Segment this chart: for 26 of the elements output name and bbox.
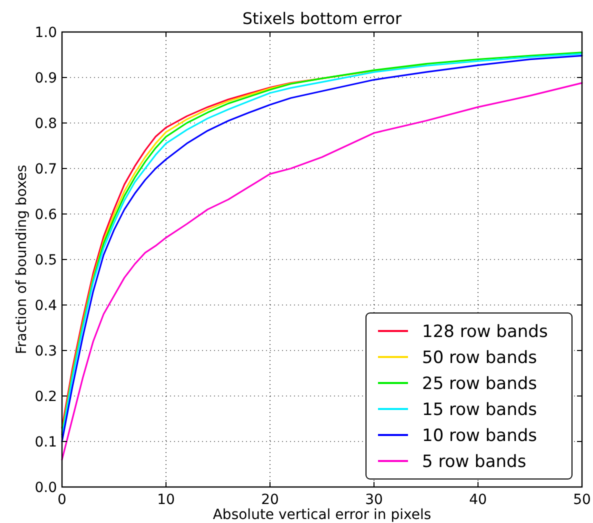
x-tick-label: 30 [365, 492, 383, 508]
legend-label: 10 row bands [422, 426, 538, 446]
y-tick-label: 0.3 [34, 343, 57, 360]
y-tick-label: 0.5 [34, 252, 57, 268]
y-tick-label: 1.0 [34, 24, 57, 41]
legend-label: 5 row bands [422, 452, 526, 472]
x-tick-label: 50 [573, 492, 591, 508]
x-axis-title: Absolute vertical error in pixels [212, 507, 432, 523]
x-tick-label: 20 [261, 492, 279, 508]
x-tick-label: 40 [469, 492, 487, 508]
x-tick-label: 10 [157, 492, 175, 508]
legend-label: 128 row bands [422, 322, 548, 342]
y-tick-label: 0.0 [34, 480, 57, 496]
y-tick-label: 0.1 [34, 434, 57, 450]
y-axis-title: Fraction of bounding boxes [14, 164, 30, 354]
chart-title: Stixels bottom error [242, 9, 402, 28]
legend-label: 15 row bands [422, 400, 538, 420]
y-tick-label: 0.4 [34, 298, 58, 314]
y-tick-label: 0.2 [34, 388, 57, 405]
y-tick-label: 0.6 [34, 206, 58, 223]
legend-label: 25 row bands [422, 374, 538, 394]
legend-label: 50 row bands [422, 348, 538, 368]
y-tick-label: 0.9 [34, 70, 57, 86]
x-tick-label: 0 [58, 492, 66, 508]
y-tick-label: 0.7 [34, 161, 57, 178]
y-tick-label: 0.8 [34, 116, 57, 132]
